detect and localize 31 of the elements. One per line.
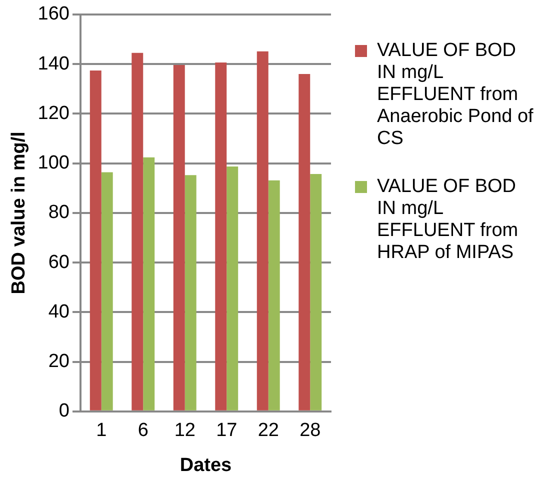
- y-tick-label: 120: [38, 102, 70, 124]
- y-tick-label: 100: [38, 152, 70, 174]
- bar: [256, 51, 268, 410]
- y-tick-label: 160: [38, 4, 70, 25]
- x-axis-title: Dates: [180, 454, 232, 476]
- y-tick-label: 0: [58, 400, 70, 422]
- y-tick-label: 140: [38, 53, 70, 74]
- bar: [101, 172, 113, 410]
- bar: [215, 62, 227, 410]
- x-tick-label: 28: [300, 420, 321, 442]
- x-tick-label: 12: [174, 420, 196, 442]
- legend-label: VALUE OF BOD IN mg/L EFFLUENT from HRAP of MIPAS: [377, 176, 520, 264]
- bar: [90, 70, 102, 410]
- bar: [173, 65, 185, 410]
- x-tick-label: 17: [216, 420, 238, 442]
- bar: [143, 157, 155, 410]
- x-tick-label: 1: [96, 420, 107, 442]
- x-tick-label: 6: [138, 420, 148, 442]
- legend-label: VALUE OF BOD IN mg/L EFFLUENT from Anaerobic Pond of CS: [377, 40, 534, 150]
- y-axis-title: BOD value in mg/l: [8, 132, 30, 294]
- bar: [184, 175, 196, 410]
- bar: [226, 166, 238, 410]
- bar: [132, 52, 144, 410]
- y-tick-label: 20: [48, 351, 70, 372]
- y-tick-label: 80: [48, 202, 70, 224]
- x-tick-label: 22: [258, 420, 279, 442]
- bar: [268, 180, 280, 410]
- bar: [310, 174, 322, 410]
- bar: [298, 74, 310, 410]
- y-tick-label: 40: [48, 301, 70, 322]
- y-tick-label: 60: [48, 252, 70, 273]
